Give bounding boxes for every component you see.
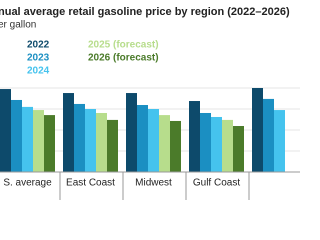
bar xyxy=(11,99,22,172)
bar xyxy=(233,126,244,172)
page: {"chart_data": {"type": "bar", "title": … xyxy=(0,5,300,200)
bar xyxy=(222,119,233,172)
x-tick-label: Gulf Coast xyxy=(193,178,240,189)
x-tick-label: East Coast xyxy=(66,178,115,189)
bar xyxy=(107,119,118,172)
chart-title: nual average retail gasoline price by re… xyxy=(0,6,290,18)
chart: nual average retail gasoline price by re… xyxy=(0,6,300,200)
bar xyxy=(74,103,85,172)
bar xyxy=(33,110,44,172)
bar xyxy=(263,98,274,172)
bar xyxy=(22,106,33,172)
legend-entry: 2026 (forecast) xyxy=(88,53,159,64)
bar xyxy=(44,115,55,172)
bar xyxy=(189,101,200,172)
bar xyxy=(200,112,211,172)
bar xyxy=(274,110,285,172)
bar xyxy=(96,112,107,172)
bar xyxy=(252,88,263,172)
bar xyxy=(63,93,74,172)
legend-entry: 2023 xyxy=(27,53,50,64)
legend-entry: 2022 xyxy=(27,40,50,51)
bar xyxy=(170,120,181,172)
bar xyxy=(0,89,11,172)
x-tick-label: Midwest xyxy=(135,178,172,189)
chart-subtitle: er gallon xyxy=(0,20,36,31)
x-tick-label: S. average xyxy=(3,178,52,189)
bar xyxy=(148,109,159,172)
bar xyxy=(85,109,96,172)
bar xyxy=(126,93,137,172)
legend-entry: 2024 xyxy=(27,66,50,77)
bar xyxy=(211,116,222,172)
bar xyxy=(159,115,170,172)
legend-entry: 2025 (forecast) xyxy=(88,40,159,51)
bar xyxy=(137,105,148,172)
